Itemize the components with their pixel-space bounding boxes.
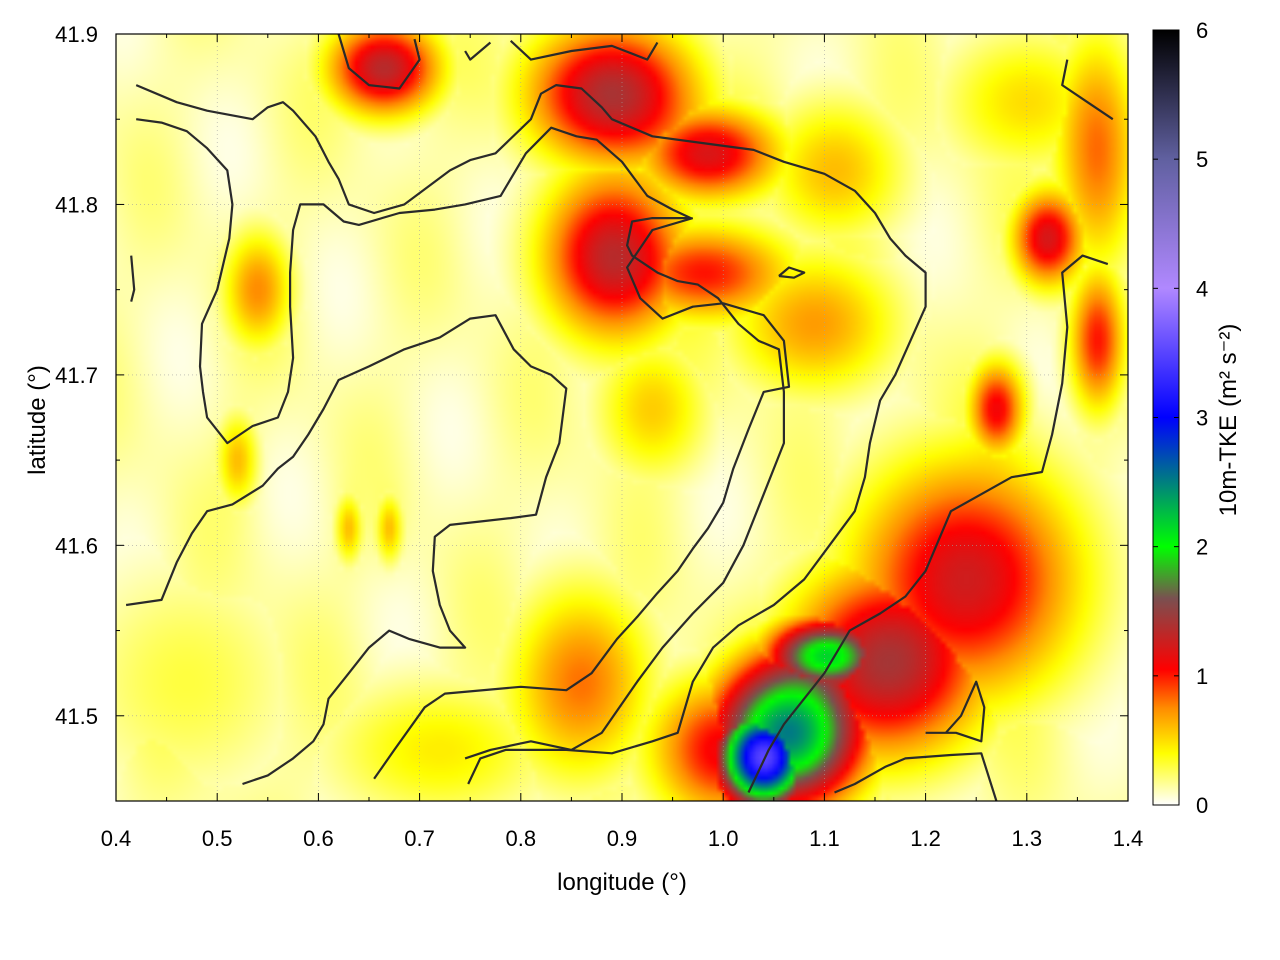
x-tick-label: 1.0: [708, 826, 739, 851]
x-axis: 0.4 0.5 0.6 0.7 0.8 0.9 1.0 1.1 1.2 1.3 1.4: [101, 34, 1144, 851]
terrain-contour-line: [337, 34, 421, 90]
colorbar-ticks: 0 1 2 3 4 5 6: [1153, 18, 1208, 818]
y-axis: 41.5 41.6 41.7 41.8 41.9: [55, 22, 1128, 802]
x-tick-label: 0.5: [202, 826, 233, 851]
terrain-contour-line: [834, 752, 998, 801]
x-tick-label: 1.3: [1012, 826, 1043, 851]
terrain-contour-line: [464, 41, 492, 61]
x-tick-label: 0.4: [101, 826, 132, 851]
x-tick-label: 0.7: [404, 826, 435, 851]
tke-heatmap-raster: [116, 34, 1128, 801]
colorbar: 0 1 2 3 4 5 6 10m-TKE (m² s⁻²): [1152, 18, 1242, 818]
y-tick-label: 41.6: [55, 533, 98, 558]
terrain-contour-line: [130, 255, 136, 302]
x-axis-title: longitude (°): [557, 869, 687, 896]
colorbar-title: 10m-TKE (m² s⁻²): [1215, 324, 1242, 517]
x-tick-label: 0.6: [303, 826, 334, 851]
colorbar-tick-label: 0: [1196, 793, 1208, 818]
colorbar-tick-label: 5: [1196, 147, 1208, 172]
terrain-contour-line: [125, 314, 568, 786]
terrain-contour-line: [135, 83, 927, 785]
colorbar-units: (m² s⁻²): [1215, 324, 1242, 407]
colorbar-tick-label: 6: [1196, 18, 1208, 43]
terrain-contour-line: [136, 118, 786, 760]
y-axis-title: latitude (°): [24, 365, 51, 475]
x-tick-label: 0.8: [506, 826, 537, 851]
terrain-contour-line: [1061, 59, 1114, 121]
x-tick-label: 0.9: [607, 826, 638, 851]
x-tick-label: 1.1: [809, 826, 840, 851]
y-tick-label: 41.5: [55, 704, 98, 729]
terrain-contour-line: [925, 680, 986, 743]
terrain-contour-line: [373, 217, 791, 780]
colorbar-tick-label: 3: [1196, 406, 1208, 431]
y-tick-label: 41.7: [55, 363, 98, 388]
colorbar-tick-label: 2: [1196, 535, 1208, 560]
colorbar-label: 10m-TKE: [1215, 415, 1242, 516]
terrain-contour-line: [778, 266, 806, 279]
y-tick-label: 41.8: [55, 192, 98, 217]
terrain-contours: [125, 34, 1114, 801]
y-tick-label: 41.9: [55, 22, 98, 47]
x-tick-label: 1.2: [910, 826, 941, 851]
colorbar-tick-label: 1: [1196, 664, 1208, 689]
colorbar-tick-label: 4: [1196, 276, 1208, 301]
terrain-contour-line: [747, 254, 1109, 793]
terrain-contour-line: [509, 39, 659, 61]
x-tick-label: 1.4: [1113, 826, 1144, 851]
